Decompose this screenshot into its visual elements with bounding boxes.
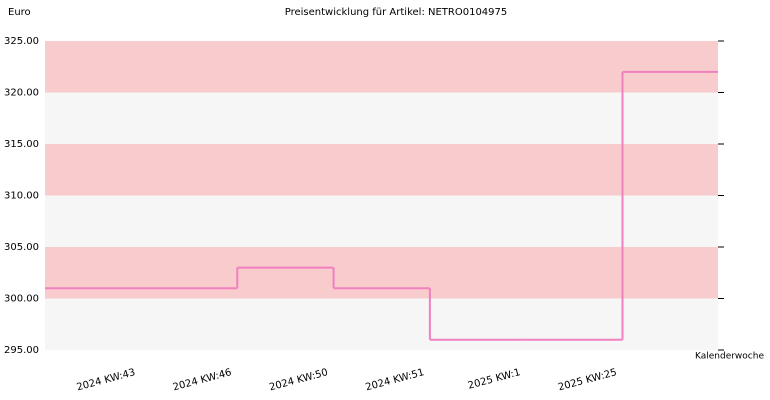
band [45,195,718,247]
x-tick-label: 2025 KW:1 [467,367,522,392]
x-tick-label: 2024 KW:43 [76,367,137,393]
y-axis-label: Euro [8,7,31,18]
x-tick-label: 2025 KW:25 [557,367,618,393]
chart-title: Preisentwicklung für Artikel: NETRO01049… [285,7,508,18]
band [45,92,718,144]
y-tick-label: 315.00 [4,139,39,150]
x-tick-label: 2024 KW:51 [364,367,425,393]
x-tick-label: 2024 KW:50 [268,367,329,393]
y-tick-label: 295.00 [4,345,39,356]
band [45,298,718,350]
y-tick-label: 325.00 [4,36,39,47]
band [45,41,718,93]
y-tick-label: 320.00 [4,88,39,99]
x-tick-label: 2024 KW:46 [172,367,233,393]
y-tick-label: 310.00 [4,191,39,202]
x-axis-label: Kalenderwoche [695,352,764,362]
y-tick-label: 305.00 [4,242,39,253]
band [45,144,718,196]
y-tick-label: 300.00 [4,294,39,305]
band [45,247,718,299]
